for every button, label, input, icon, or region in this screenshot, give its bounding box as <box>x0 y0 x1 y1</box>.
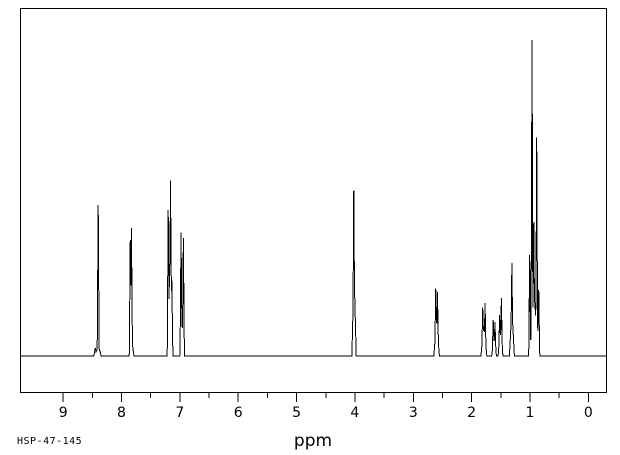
plot-frame <box>20 8 607 393</box>
x-tick-label-6: 6 <box>233 405 243 421</box>
x-axis-ticks <box>62 393 589 402</box>
x-tick-label-1: 1 <box>525 405 535 421</box>
x-tick-label-5: 5 <box>292 405 302 421</box>
x-axis-title: ppm <box>293 431 333 451</box>
x-tick-label-0: 0 <box>583 405 593 421</box>
x-tick-label-9: 9 <box>58 405 68 421</box>
x-tick-label-3: 3 <box>408 405 418 421</box>
sample-id-label: HSP-47-145 <box>17 436 83 447</box>
x-tick-label-7: 7 <box>175 405 185 421</box>
x-tick-label-2: 2 <box>467 405 477 421</box>
x-tick-label-4: 4 <box>350 405 360 421</box>
x-tick-label-8: 8 <box>117 405 126 421</box>
spectrum-trace <box>21 40 606 357</box>
